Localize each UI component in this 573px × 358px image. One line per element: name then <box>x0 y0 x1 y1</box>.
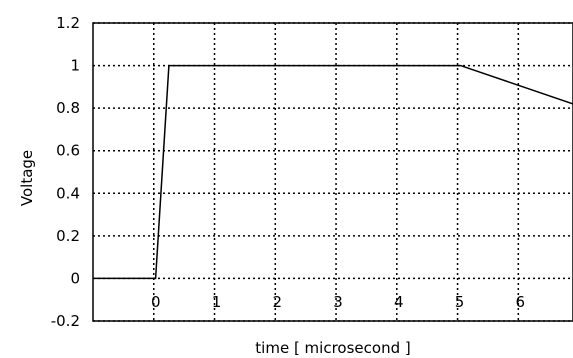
y-tick-label: -0.2 <box>51 312 80 330</box>
y-tick-label: 1.2 <box>56 14 80 32</box>
y-tick-label: 1 <box>70 57 80 75</box>
x-tick-label: 0 <box>151 293 161 311</box>
x-tick-labels: 0 1 2 3 4 5 6 <box>151 293 525 311</box>
y-axis-label: Voltage <box>18 150 36 206</box>
x-tick-label: 3 <box>333 293 343 311</box>
x-tick-label: 4 <box>394 293 404 311</box>
grid-lines <box>93 22 573 322</box>
y-tick-label: 0 <box>70 269 80 287</box>
x-tick-label: 1 <box>212 293 222 311</box>
series-line-voltage <box>93 64 573 280</box>
x-tick-label: 5 <box>455 293 465 311</box>
y-tick-labels: -0.2 0 0.2 0.4 0.6 0.8 1 1.2 <box>51 14 80 330</box>
x-tick-label: 2 <box>273 293 283 311</box>
x-axis-label: time [ microsecond ] <box>255 339 410 357</box>
plot-frame <box>92 22 573 322</box>
y-tick-label: 0.4 <box>56 184 80 202</box>
x-tick-label: 6 <box>516 293 526 311</box>
y-tick-label: 0.2 <box>56 227 80 245</box>
y-tick-label: 0.6 <box>56 142 80 160</box>
y-tick-label: 0.8 <box>56 99 80 117</box>
